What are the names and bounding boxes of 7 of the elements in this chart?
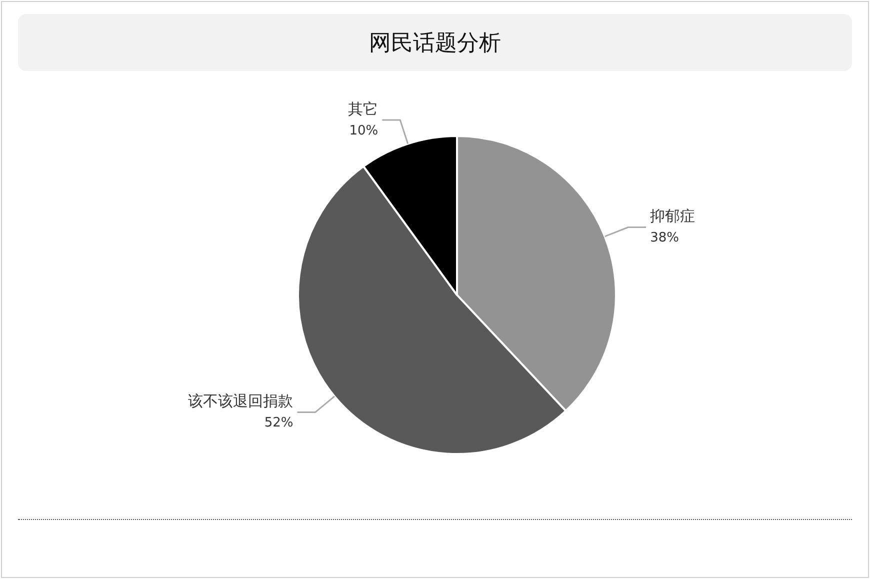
slice-label: 其它 xyxy=(348,100,378,118)
slice-label: 该不该退回捐款 xyxy=(188,392,294,410)
slice-label: 抑郁症 xyxy=(650,207,696,226)
data-label: 52% xyxy=(264,416,294,431)
data-label: 10% xyxy=(349,123,378,138)
chart-title: 网民话题分析 xyxy=(18,14,852,71)
data-label: 38% xyxy=(650,230,679,246)
